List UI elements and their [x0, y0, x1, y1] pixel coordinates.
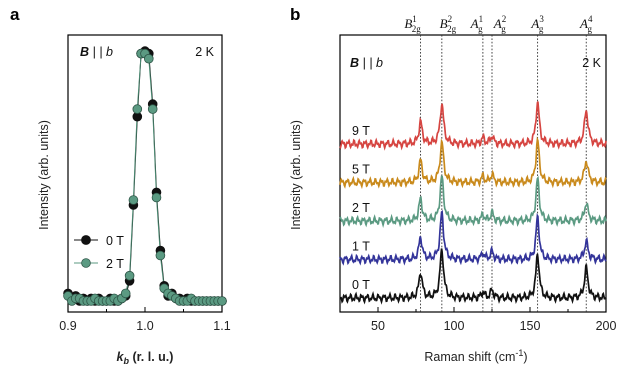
panel-a-field-rest: | | b [89, 45, 113, 59]
panel-a: a 0.9 1.0 1.1 B | | b 2 K 0 T 2 T Intensit… [10, 5, 231, 366]
panel-a-xlabel-rest: (r. l. u.) [129, 350, 173, 364]
panel-b-xtick-label: 100 [444, 319, 465, 333]
panel-b-ylabel: Intensity (arb. units) [289, 120, 303, 230]
panel-a-xtick-label: 1.0 [136, 319, 153, 333]
panel-b-xtick-label: 50 [371, 319, 385, 333]
panel-b-temperature: 2 K [582, 56, 601, 70]
panel-a-xlabel: kb (r. l. u.) [117, 350, 174, 366]
mode-label: B2 2g [440, 14, 457, 34]
legend-marker-2T [81, 258, 91, 268]
data-point-2T [124, 270, 135, 281]
data-point-2T [147, 104, 158, 114]
panel-a-xlabel-sub: b [124, 356, 130, 366]
series-line-2T [67, 53, 222, 302]
panel-a-frame [67, 34, 223, 313]
panel-b-traces [339, 101, 607, 305]
panel-a-field-label: B | | b [80, 45, 113, 59]
panel-b-xtick-label: 200 [596, 319, 617, 333]
data-point-2T [151, 192, 162, 203]
panel-b-field-rest: | | b [359, 56, 383, 70]
panel-a-field-b: B [80, 45, 89, 59]
panel-b-field-label: B | | b [350, 56, 383, 70]
trace-5T [339, 136, 607, 190]
panel-a-legend: 0 T 2 T [74, 234, 124, 271]
mode-label: B1 2g [404, 14, 421, 34]
panel-b-mode-labels: B1 2g B2 2g A1 g A2 g A3 g A4 g [404, 14, 593, 34]
legend-marker-0T [81, 235, 91, 245]
legend-label-0T: 0 T [106, 234, 124, 248]
panel-b-xlabel-main: Raman shift (cm [424, 350, 515, 364]
panel-a-xtick-label: 1.1 [213, 319, 230, 333]
trace-0T [339, 248, 607, 305]
panel-b: b 50 100 150 200 B1 2g B2 2g A1 g A2 g A3 g A4 g 9 T 5 … [289, 5, 616, 364]
mode-label: A1 g [470, 14, 483, 34]
series-line-0T [67, 50, 222, 302]
panel-a-points [63, 46, 227, 306]
panel-a-xlabel-k: k [117, 350, 125, 364]
trace-9T [339, 101, 607, 151]
panel-b-xticks: 50 100 150 200 [371, 307, 616, 333]
panel-a-ylabel: Intensity (arb. units) [37, 120, 51, 230]
panel-a-label: a [10, 5, 20, 24]
panel-b-field-b: B [350, 56, 359, 70]
panel-a-xticks: 0.9 1.0 1.1 [59, 307, 231, 333]
data-point-2T [132, 104, 143, 114]
mode-label: A3 g [530, 14, 544, 34]
trace-label-5T: 5 T [352, 163, 370, 177]
panel-b-trace-labels: 9 T 5 T 2 T 1 T 0 T [352, 124, 370, 292]
panel-a-xtick-label: 0.9 [59, 319, 76, 333]
panel-b-xtick-label: 150 [520, 319, 541, 333]
trace-1T [339, 209, 607, 266]
panel-b-frame [339, 34, 607, 313]
panel-b-xlabel-sup: -1 [515, 348, 523, 358]
data-point-2T [128, 195, 139, 205]
data-point-2T [217, 296, 227, 306]
data-point-2T [120, 288, 131, 299]
trace-label-1T: 1 T [352, 240, 370, 254]
mode-label: A4 g [579, 14, 593, 34]
trace-label-9T: 9 T [352, 124, 370, 138]
data-point-2T [155, 250, 166, 261]
legend-label-2T: 2 T [106, 257, 124, 271]
trace-label-2T: 2 T [352, 201, 370, 215]
panel-b-label: b [290, 5, 300, 24]
trace-2T [339, 175, 607, 228]
trace-label-0T: 0 T [352, 278, 370, 292]
mode-label: A2 g [493, 14, 506, 34]
panel-a-temperature: 2 K [195, 45, 214, 59]
data-point-2T [144, 53, 154, 64]
panel-b-xlabel-close: ) [523, 350, 527, 364]
panel-b-xlabel: Raman shift (cm-1) [424, 348, 527, 364]
